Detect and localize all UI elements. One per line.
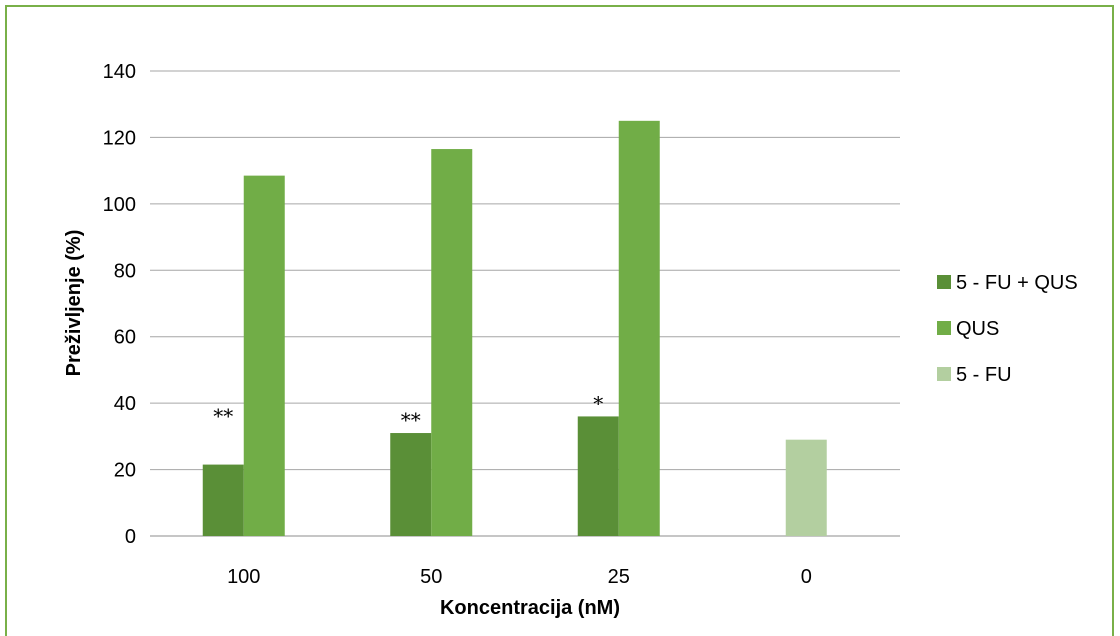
y-tick-label: 80 xyxy=(114,260,136,282)
bar-25-qus xyxy=(618,120,660,537)
y-axis-title: Preživljenje (%) xyxy=(63,230,85,377)
legend-label: 5 - FU xyxy=(956,364,1012,386)
legend-label: 5 - FU + QUS xyxy=(956,272,1078,294)
x-axis-title: Koncentracija (nM) xyxy=(440,597,620,619)
y-tick-label: 20 xyxy=(114,460,136,482)
bar-50-combo xyxy=(390,433,432,536)
legend-swatch xyxy=(937,367,951,381)
x-tick-label: 25 xyxy=(608,566,630,588)
x-tick-labels: 100 50 25 0 xyxy=(227,566,812,588)
x-tick-label: 0 xyxy=(801,566,812,588)
y-tick-label: 40 xyxy=(114,393,136,415)
significance-mark: * xyxy=(593,391,603,415)
bar-50-qus xyxy=(431,149,473,536)
legend: 5 - FU + QUS QUS 5 - FU xyxy=(937,272,1078,386)
x-tick-label: 50 xyxy=(420,566,442,588)
significance-mark: ** xyxy=(401,408,421,432)
y-tick-label: 0 xyxy=(125,526,136,548)
y-tick-label: 120 xyxy=(103,127,136,149)
chart-frame xyxy=(5,5,1114,636)
bar-25-combo xyxy=(577,416,619,536)
bar-100-qus xyxy=(243,175,285,536)
y-tick-labels: 0 20 40 60 80 100 120 140 xyxy=(103,61,136,548)
y-tick-label: 100 xyxy=(103,194,136,216)
y-tick-label: 60 xyxy=(114,327,136,349)
x-tick-label: 100 xyxy=(227,566,260,588)
legend-swatch xyxy=(937,321,951,335)
legend-label: QUS xyxy=(956,318,999,340)
bar-100-combo xyxy=(202,464,244,536)
significance-mark: ** xyxy=(213,404,233,428)
bars xyxy=(202,120,827,537)
y-tick-label: 140 xyxy=(103,61,136,83)
bar-0-fu xyxy=(785,439,827,536)
significance-annotations: ** *** xyxy=(213,391,603,432)
legend-swatch xyxy=(937,275,951,289)
